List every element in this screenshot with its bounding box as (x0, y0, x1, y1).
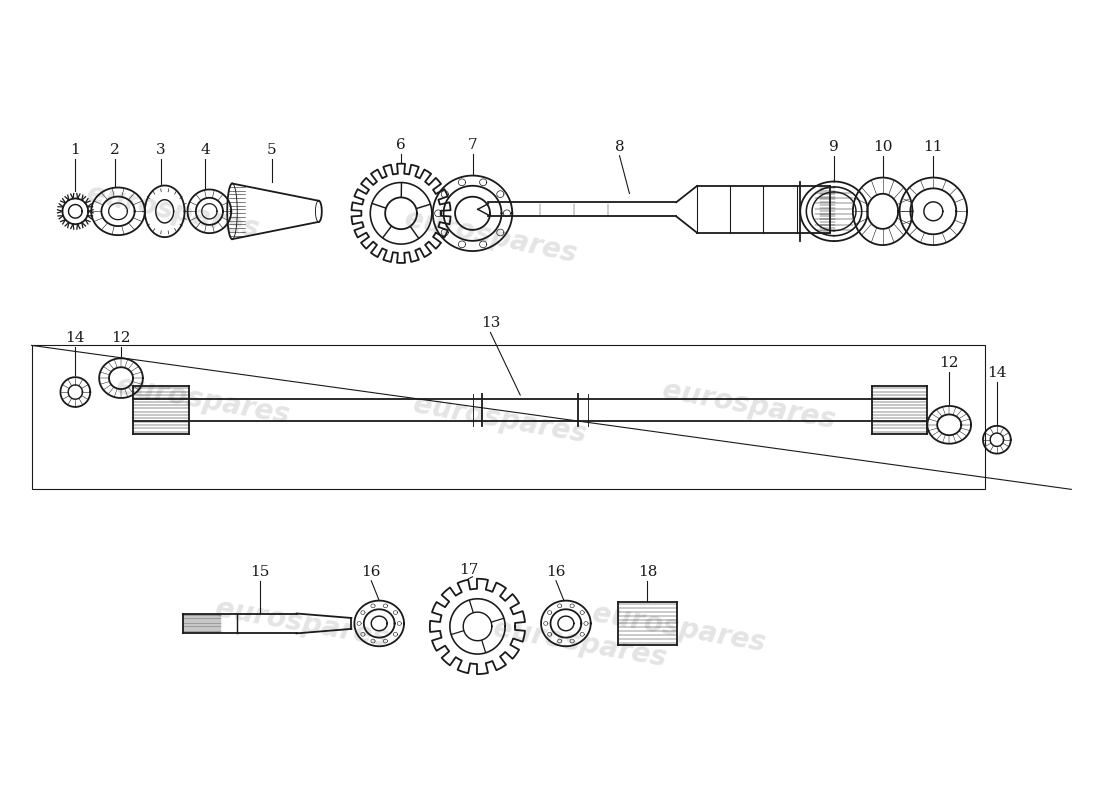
Bar (32, 346, 984, 490)
Text: 17: 17 (459, 562, 478, 577)
Text: eurospares: eurospares (591, 599, 768, 658)
Text: 13: 13 (481, 317, 500, 330)
Text: 1: 1 (70, 142, 80, 157)
Text: 16: 16 (362, 565, 381, 578)
Text: 18: 18 (638, 565, 657, 578)
Text: 9: 9 (829, 140, 839, 154)
Text: 16: 16 (547, 565, 565, 578)
Text: 5: 5 (267, 142, 277, 157)
Text: 7: 7 (468, 138, 477, 152)
Text: 4: 4 (200, 142, 210, 157)
Text: eurospares: eurospares (491, 614, 669, 672)
Text: 6: 6 (396, 138, 406, 152)
Text: eurospares: eurospares (213, 594, 390, 653)
Text: 15: 15 (251, 565, 270, 578)
Text: 14: 14 (987, 366, 1007, 380)
Text: eurospares: eurospares (113, 371, 292, 429)
Text: eurospares: eurospares (411, 391, 590, 449)
Text: eurospares: eurospares (84, 179, 262, 243)
Text: 11: 11 (924, 140, 943, 154)
Text: 2: 2 (110, 142, 120, 157)
Text: 12: 12 (939, 356, 959, 370)
Text: 3: 3 (156, 142, 165, 157)
Text: 8: 8 (615, 140, 625, 154)
Text: eurospares: eurospares (402, 204, 580, 268)
Text: eurospares: eurospares (660, 376, 837, 434)
Text: 12: 12 (111, 331, 131, 346)
Text: 10: 10 (873, 140, 892, 154)
Text: 14: 14 (66, 331, 85, 346)
